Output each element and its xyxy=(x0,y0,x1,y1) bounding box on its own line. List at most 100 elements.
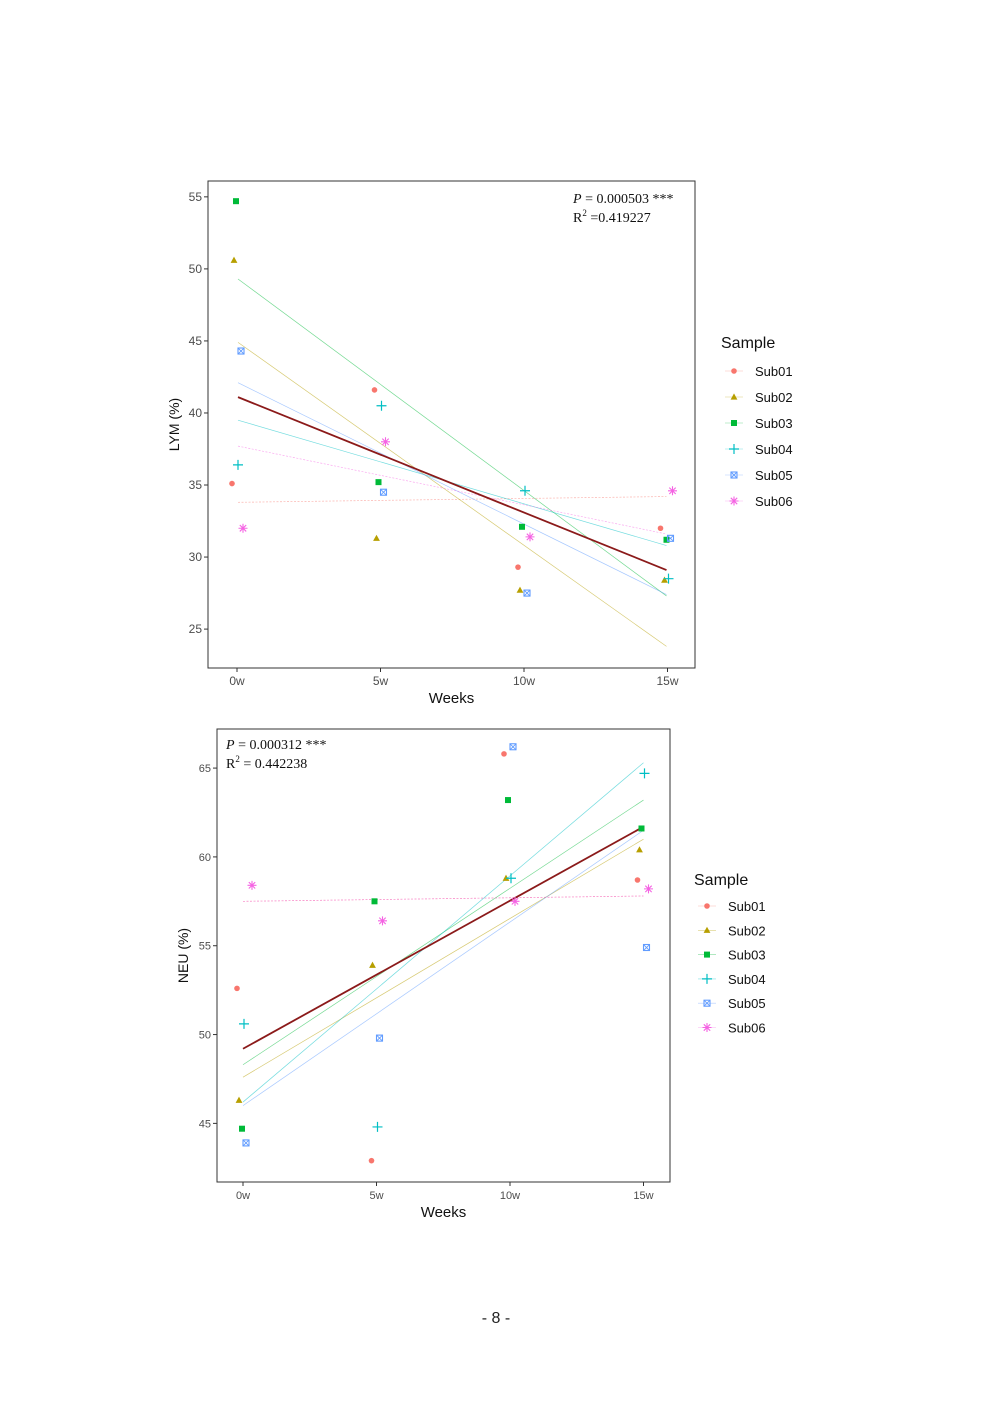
overall-fit-line xyxy=(237,396,667,571)
point-sub03 xyxy=(375,479,382,486)
point-sub02 xyxy=(230,256,238,263)
y-axis-label: NEU (%) xyxy=(175,928,191,983)
point-sub02 xyxy=(235,1096,243,1103)
page-number: - 8 - xyxy=(481,1310,511,1327)
point-sub02 xyxy=(636,846,643,853)
legend-label-sub04: Sub04 xyxy=(728,972,766,987)
legend-key-sub06 xyxy=(729,496,739,506)
legend-key-sub01 xyxy=(704,903,710,909)
point-sub03 xyxy=(239,1125,245,1132)
legend-label-sub05: Sub05 xyxy=(728,996,766,1011)
point-sub01 xyxy=(634,877,641,883)
legend-key-sub05 xyxy=(730,471,738,479)
r-squared-annotation: R2 = 0.442238 xyxy=(226,754,307,772)
y-tick-label: 45 xyxy=(189,334,203,348)
y-tick-label: 60 xyxy=(199,852,211,864)
y-tick-label: 35 xyxy=(189,478,203,492)
legend-label-sub03: Sub03 xyxy=(755,416,793,431)
x-tick-label: 5w xyxy=(369,1190,383,1202)
point-sub01 xyxy=(229,480,235,487)
y-tick-label: 50 xyxy=(189,262,203,276)
point-sub06 xyxy=(378,916,387,926)
point-sub02 xyxy=(369,961,376,968)
x-tick-label: 10w xyxy=(513,674,535,688)
point-sub05 xyxy=(375,1034,384,1042)
x-axis-label: Weeks xyxy=(429,690,475,707)
point-sub05 xyxy=(237,347,245,355)
legend-key-sub02 xyxy=(703,926,711,933)
lym-chart: 25 30 35 40 45 50 55 0w 5w 10w 15w Weeks LYM (%) P = … xyxy=(166,180,793,707)
point-sub03 xyxy=(519,523,525,530)
legend-label-sub05: Sub05 xyxy=(755,468,793,483)
legend-key-sub05 xyxy=(703,999,711,1007)
legend-label-sub03: Sub03 xyxy=(728,948,766,963)
point-sub04 xyxy=(376,400,387,411)
fit-line-sub06 xyxy=(242,895,644,902)
neu-chart-svg: 45 50 55 60 65 0w 5w 10w 15w Weeks NEU (%) P = 0.00… xyxy=(175,728,766,1221)
point-sub01 xyxy=(368,1157,375,1164)
fit-line-sub05 xyxy=(237,382,667,595)
point-sub02 xyxy=(661,576,668,583)
x-tick-label: 10w xyxy=(500,1190,520,1202)
point-sub04 xyxy=(372,1121,383,1132)
point-sub02 xyxy=(516,586,524,593)
legend-key-sub03 xyxy=(731,420,737,426)
point-sub01 xyxy=(657,525,664,532)
fit-line-sub04 xyxy=(242,762,644,1103)
point-sub06 xyxy=(525,532,535,542)
fit-line-sub03 xyxy=(237,278,667,597)
neu-chart: 45 50 55 60 65 0w 5w 10w 15w Weeks NEU (%) P = 0.00… xyxy=(175,728,766,1221)
plot-panel xyxy=(207,180,696,669)
point-sub06 xyxy=(510,896,520,906)
fit-line-sub02 xyxy=(242,838,644,1078)
point-sub06 xyxy=(247,880,257,890)
point-sub05 xyxy=(666,534,675,542)
x-tick-label: 15w xyxy=(656,674,678,688)
point-sub01 xyxy=(515,564,521,570)
legend-label-sub06: Sub06 xyxy=(755,494,793,509)
p-value-annotation: P = 0.000312 *** xyxy=(225,738,326,753)
y-tick-label: 55 xyxy=(189,190,203,204)
legend-title: Sample xyxy=(721,335,775,352)
point-sub01 xyxy=(371,387,378,393)
point-sub03 xyxy=(505,797,511,804)
point-sub06 xyxy=(238,523,248,533)
legend-key-sub06 xyxy=(702,1023,712,1032)
overall-fit-line xyxy=(242,825,644,1050)
fit-line-sub01 xyxy=(237,496,667,503)
legend-title: Sample xyxy=(694,872,748,889)
point-sub04 xyxy=(520,485,530,496)
x-axis-label: Weeks xyxy=(421,1204,467,1221)
point-sub06 xyxy=(381,437,390,447)
point-sub01 xyxy=(234,985,240,992)
point-sub05 xyxy=(523,589,531,597)
point-sub03 xyxy=(663,536,670,543)
fit-line-sub05 xyxy=(242,829,644,1106)
x-tick-label: 15w xyxy=(633,1190,653,1202)
r-squared-annotation: R2 =0.419227 xyxy=(573,208,651,226)
y-axis-label: LYM (%) xyxy=(166,398,182,451)
point-sub05 xyxy=(509,743,517,751)
y-tick-label: 30 xyxy=(189,550,203,564)
y-tick-label: 45 xyxy=(199,1118,211,1130)
point-sub04 xyxy=(233,459,243,470)
plot-panel xyxy=(216,728,671,1183)
legend-key-sub01 xyxy=(731,368,737,374)
point-sub04 xyxy=(663,573,674,584)
y-tick-label: 25 xyxy=(189,622,203,636)
legend-label-sub04: Sub04 xyxy=(755,442,793,457)
legend-key-sub04 xyxy=(702,973,712,984)
legend-label-sub01: Sub01 xyxy=(728,899,766,914)
y-tick-label: 55 xyxy=(199,941,211,953)
point-sub04 xyxy=(506,873,516,884)
point-sub03 xyxy=(371,898,378,905)
legend-key-sub02 xyxy=(730,393,738,400)
point-sub05 xyxy=(642,943,651,952)
p-value-annotation: P = 0.000503 *** xyxy=(572,192,673,207)
point-sub05 xyxy=(379,488,388,496)
point-sub03 xyxy=(233,198,239,205)
fit-line-sub06 xyxy=(237,445,667,535)
legend-key-sub04 xyxy=(729,444,739,454)
lym-chart-svg: 25 30 35 40 45 50 55 0w 5w 10w 15w Weeks LYM (%) P = … xyxy=(166,180,793,707)
y-tick-label: 65 xyxy=(199,763,211,775)
